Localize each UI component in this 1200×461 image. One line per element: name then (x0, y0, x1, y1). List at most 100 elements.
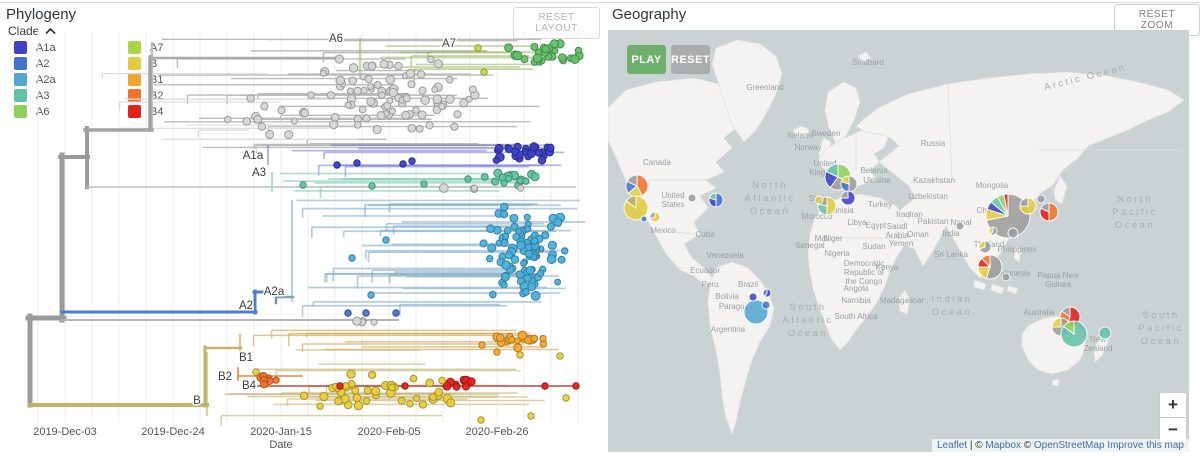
svg-text:Oman: Oman (907, 230, 929, 239)
pie-chart (1039, 202, 1059, 222)
svg-text:Sri Lanka: Sri Lanka (934, 250, 968, 259)
svg-text:South: South (789, 302, 826, 313)
svg-text:B: B (193, 395, 201, 407)
pie-chart (840, 190, 856, 206)
attribution-link[interactable]: OpenStreetMap (1033, 440, 1105, 451)
legend-swatch (128, 41, 141, 54)
legend-label: B4 (150, 105, 164, 118)
svg-text:Turkey: Turkey (868, 200, 892, 209)
svg-text:Arabia: Arabia (885, 231, 909, 240)
pie-chart (1007, 227, 1019, 239)
svg-text:Papua New: Papua New (1037, 271, 1079, 280)
attribution-link[interactable]: Leaflet (937, 440, 968, 451)
legend-item-B4[interactable]: B4 (128, 105, 163, 118)
legend-item-A7[interactable]: A7 (128, 41, 163, 54)
pie-chart (955, 221, 965, 231)
svg-text:Ocean: Ocean (932, 307, 973, 318)
attribution-link[interactable]: Mapbox (985, 440, 1021, 451)
svg-text:South Africa: South Africa (834, 312, 878, 321)
top-divider (0, 2, 1200, 3)
svg-text:Pacific: Pacific (1112, 207, 1157, 218)
legend-item-A6[interactable]: A6 (14, 105, 49, 118)
svg-text:Nigeria: Nigeria (824, 249, 850, 258)
attribution-text: | © (967, 440, 986, 451)
svg-text:2019-Dec-24: 2019-Dec-24 (141, 426, 205, 438)
legend-item-A3[interactable]: A3 (14, 89, 49, 102)
zoom-in-button[interactable]: + (1160, 393, 1186, 418)
svg-text:Senegal: Senegal (795, 241, 825, 250)
legend-swatch (14, 89, 27, 102)
map-pie-charts[interactable] (623, 163, 1112, 348)
pie-chart (814, 195, 824, 205)
legend-label: A3 (36, 89, 50, 102)
continent-greenland (711, 39, 783, 143)
pie-chart (625, 174, 649, 198)
legend-item-A2[interactable]: A2 (14, 57, 49, 70)
svg-text:States: States (662, 200, 685, 209)
islands-indonesia (973, 279, 1019, 295)
svg-text:2020-Jan-15: 2020-Jan-15 (250, 426, 312, 438)
svg-text:Niger: Niger (823, 234, 842, 243)
legend-label: A6 (36, 105, 50, 118)
legend-label: A2 (36, 57, 50, 70)
reset-layout-button[interactable]: RESET LAYOUT (513, 7, 600, 39)
svg-text:Philippines: Philippines (998, 245, 1037, 254)
pie-chart (1001, 272, 1011, 282)
clade-selector[interactable]: Clade (8, 24, 56, 38)
legend-swatch (14, 41, 27, 54)
svg-text:2020-Feb-05: 2020-Feb-05 (358, 426, 421, 438)
svg-text:Egypt: Egypt (866, 221, 887, 230)
svg-text:Indian: Indian (932, 294, 973, 305)
svg-text:Kazakhstan: Kazakhstan (913, 176, 955, 185)
svg-text:Norway: Norway (794, 143, 821, 152)
svg-text:Canada: Canada (643, 158, 672, 167)
reset-animation-button[interactable]: RESET (671, 45, 710, 74)
legend-swatch (14, 73, 27, 86)
continent-africa (807, 193, 909, 351)
svg-text:Cuba: Cuba (695, 230, 715, 239)
island-tasmania (1051, 378, 1060, 387)
svg-text:Atlantic: Atlantic (782, 315, 833, 326)
svg-text:Libya: Libya (847, 218, 867, 227)
legend-label: A1a (36, 41, 56, 54)
svg-text:Ocean: Ocean (1115, 220, 1156, 231)
svg-text:South: South (1142, 310, 1179, 321)
pie-chart (640, 215, 648, 223)
svg-text:Republic of: Republic of (844, 268, 885, 277)
svg-text:Namibia: Namibia (841, 296, 871, 305)
svg-text:Atlantic: Atlantic (744, 193, 795, 204)
map-attribution: Leaflet | © Mapbox © OpenStreetMap Impro… (932, 439, 1189, 452)
phylogeny-title: Phylogeny (6, 6, 77, 23)
attribution-text: © (1020, 440, 1034, 451)
legend-item-B1[interactable]: B1 (128, 73, 163, 86)
play-button[interactable]: PLAY (627, 45, 666, 74)
pie-chart (748, 292, 758, 302)
zoom-out-button[interactable]: − (1160, 418, 1186, 442)
svg-text:Pacific: Pacific (1138, 323, 1183, 334)
time-axis: 2019-Dec-03 2019-Dec-24 2020-Jan-15 2020-Fe… (33, 426, 528, 451)
legend-swatch (14, 57, 27, 70)
legend-swatch (128, 105, 141, 118)
svg-text:Belarus: Belarus (860, 166, 887, 175)
svg-text:B2: B2 (218, 371, 232, 383)
pie-chart (840, 175, 858, 193)
attribution-link[interactable]: Improve this map (1107, 440, 1184, 451)
svg-text:Pakistan: Pakistan (918, 217, 949, 226)
svg-text:Uzbekistan: Uzbekistan (908, 192, 948, 201)
legend-item-A2a[interactable]: A2a (14, 73, 56, 86)
svg-text:A7: A7 (442, 38, 456, 50)
svg-text:A2a: A2a (264, 286, 285, 298)
pie-chart (1098, 326, 1112, 340)
svg-text:B4: B4 (242, 380, 257, 392)
pie-chart (687, 193, 697, 203)
pie-chart (1019, 197, 1037, 215)
svg-text:Yemen: Yemen (889, 239, 914, 248)
legend-item-B[interactable]: B (128, 57, 157, 70)
svg-text:Mali: Mali (815, 234, 830, 243)
world-map[interactable]: Canada United States Mexico Cuba Venezuela Ecu… (608, 30, 1189, 452)
legend-item-A1a[interactable]: A1a (14, 41, 56, 54)
svg-text:Brazil: Brazil (738, 280, 758, 289)
svg-text:2020-Feb-26: 2020-Feb-26 (466, 426, 529, 438)
